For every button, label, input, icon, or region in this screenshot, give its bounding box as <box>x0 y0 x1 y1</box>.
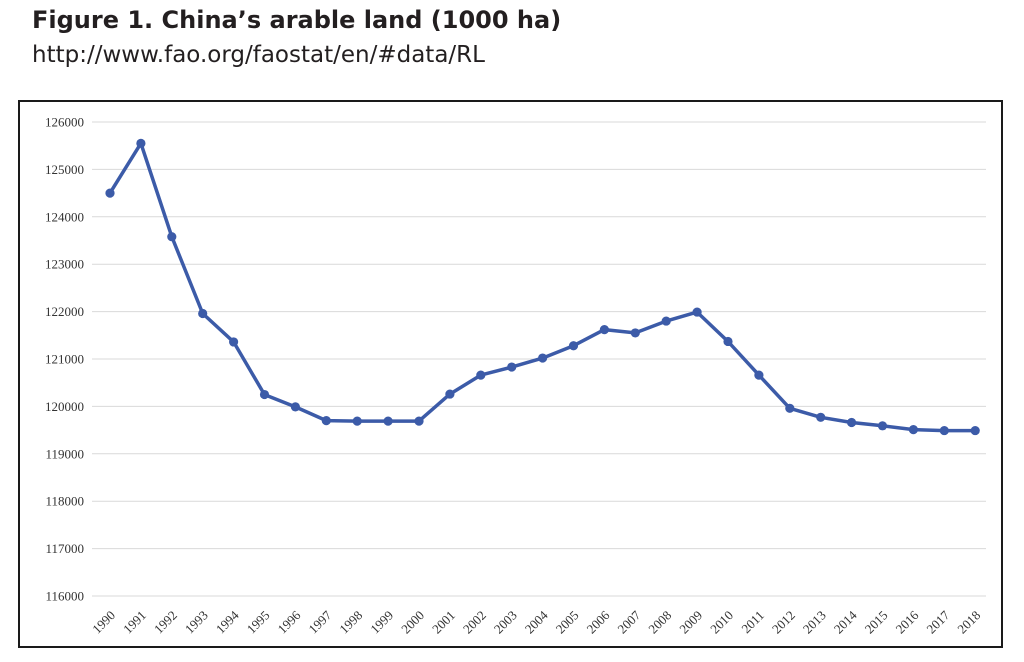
data-point <box>167 232 177 242</box>
x-tick-label: 2016 <box>893 607 922 636</box>
figure-source-url: http://www.fao.org/faostat/en/#data/RL <box>32 42 485 68</box>
data-point <box>908 425 919 435</box>
data-point <box>754 370 764 380</box>
x-tick-label: 2007 <box>614 607 643 636</box>
x-tick-label: 2001 <box>429 608 458 637</box>
line-chart: 116000 117000 118000 119000 120000 121000 1220… <box>45 115 986 637</box>
x-tick-label: 1990 <box>89 608 118 637</box>
y-axis-tick-labels: 116000 117000 118000 119000 120000 121000 1220… <box>45 115 84 604</box>
data-point <box>847 417 857 428</box>
figure-title: Figure 1. China’s arable land (1000 ha) <box>32 6 562 34</box>
data-point <box>816 412 826 422</box>
x-tick-label: 1999 <box>367 608 396 637</box>
y-tick-label: 116000 <box>45 589 84 604</box>
x-tick-label: 2010 <box>707 608 736 637</box>
x-tick-label: 1992 <box>151 608 180 637</box>
x-tick-label: 2003 <box>491 608 520 637</box>
data-point <box>383 416 393 426</box>
data-point <box>661 316 671 326</box>
x-tick-label: 2008 <box>645 608 674 637</box>
data-point <box>136 138 146 148</box>
data-point <box>445 389 455 399</box>
data-point <box>877 421 888 431</box>
y-tick-label: 125000 <box>45 162 84 177</box>
data-point <box>105 188 115 198</box>
x-tick-label: 1994 <box>213 607 242 636</box>
x-tick-label: 2015 <box>862 608 891 637</box>
data-point <box>538 353 548 363</box>
y-tick-label: 120000 <box>45 399 84 414</box>
x-tick-label: 1997 <box>305 607 334 636</box>
data-point <box>970 425 980 436</box>
y-tick-label: 121000 <box>45 352 84 367</box>
data-point <box>599 325 610 335</box>
y-tick-label: 117000 <box>45 541 84 556</box>
x-tick-label: 2002 <box>460 608 489 637</box>
data-point <box>476 370 486 380</box>
data-point <box>290 402 300 412</box>
y-tick-label: 122000 <box>45 304 84 319</box>
data-point <box>939 425 949 436</box>
chart-frame: 116000 117000 118000 119000 120000 121000 1220… <box>18 100 1003 648</box>
x-tick-label: 2013 <box>800 608 829 637</box>
x-tick-label: 2000 <box>398 608 427 637</box>
y-tick-label: 119000 <box>45 446 84 461</box>
series-land-area <box>105 138 980 436</box>
x-tick-label: 2014 <box>831 607 860 636</box>
y-tick-label: 126000 <box>45 115 84 130</box>
x-tick-label: 1991 <box>120 608 149 637</box>
data-point <box>568 341 579 351</box>
data-point <box>321 416 331 426</box>
x-tick-label: 1996 <box>275 607 304 636</box>
x-tick-label: 2006 <box>584 607 613 636</box>
x-tick-label: 1993 <box>182 608 211 637</box>
data-point <box>692 307 702 317</box>
y-tick-label: 123000 <box>45 257 84 272</box>
x-tick-label: 2004 <box>522 607 551 636</box>
x-tick-label: 2011 <box>738 608 767 637</box>
x-tick-label: 2018 <box>954 608 983 637</box>
data-point <box>229 337 239 347</box>
x-tick-label: 2017 <box>923 607 952 636</box>
data-point <box>259 389 270 400</box>
data-point <box>352 416 362 426</box>
series-line <box>108 141 977 433</box>
data-point <box>630 328 640 338</box>
x-tick-label: 2012 <box>769 608 798 637</box>
x-tick-label: 1995 <box>244 608 273 637</box>
x-tick-label: 2005 <box>553 608 582 637</box>
x-tick-label: 2009 <box>676 608 705 637</box>
x-tick-label: 1998 <box>336 608 365 637</box>
x-axis-tick-labels: 1990 1991 1992 1993 1994 1995 1996 1997 1998 1999… <box>89 607 983 636</box>
data-point <box>507 362 517 372</box>
y-tick-label: 124000 <box>45 209 84 224</box>
data-point <box>785 403 795 413</box>
data-point <box>198 308 208 319</box>
y-tick-label: 118000 <box>45 494 84 509</box>
data-point <box>414 416 424 426</box>
data-point <box>723 336 733 347</box>
